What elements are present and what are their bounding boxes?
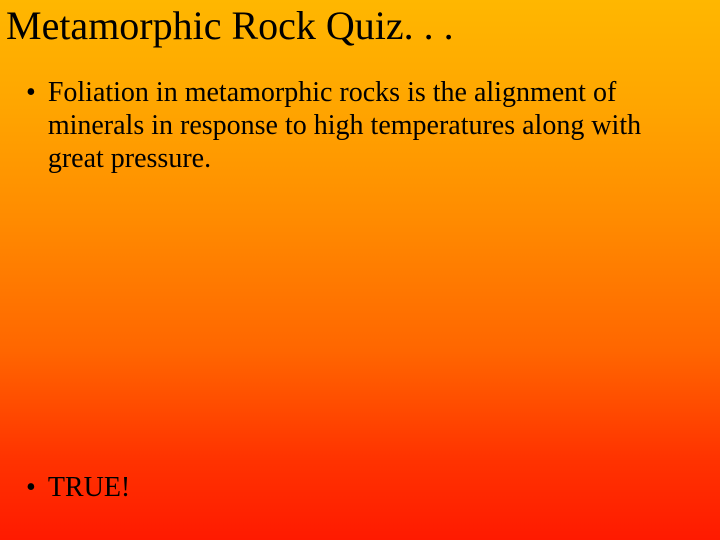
answer-bullet-item: • TRUE! (20, 471, 700, 504)
slide-container: Metamorphic Rock Quiz. . . • Foliation i… (0, 0, 720, 540)
bullet-icon: • (20, 471, 48, 504)
bullet-icon: • (20, 76, 48, 109)
answer-text: TRUE! (48, 471, 700, 504)
question-bullet-item: • Foliation in metamorphic rocks is the … (20, 76, 700, 175)
question-text: Foliation in metamorphic rocks is the al… (48, 76, 700, 175)
answer-area: • TRUE! (20, 471, 700, 504)
slide-title: Metamorphic Rock Quiz. . . (0, 0, 720, 48)
question-area: • Foliation in metamorphic rocks is the … (0, 48, 720, 175)
